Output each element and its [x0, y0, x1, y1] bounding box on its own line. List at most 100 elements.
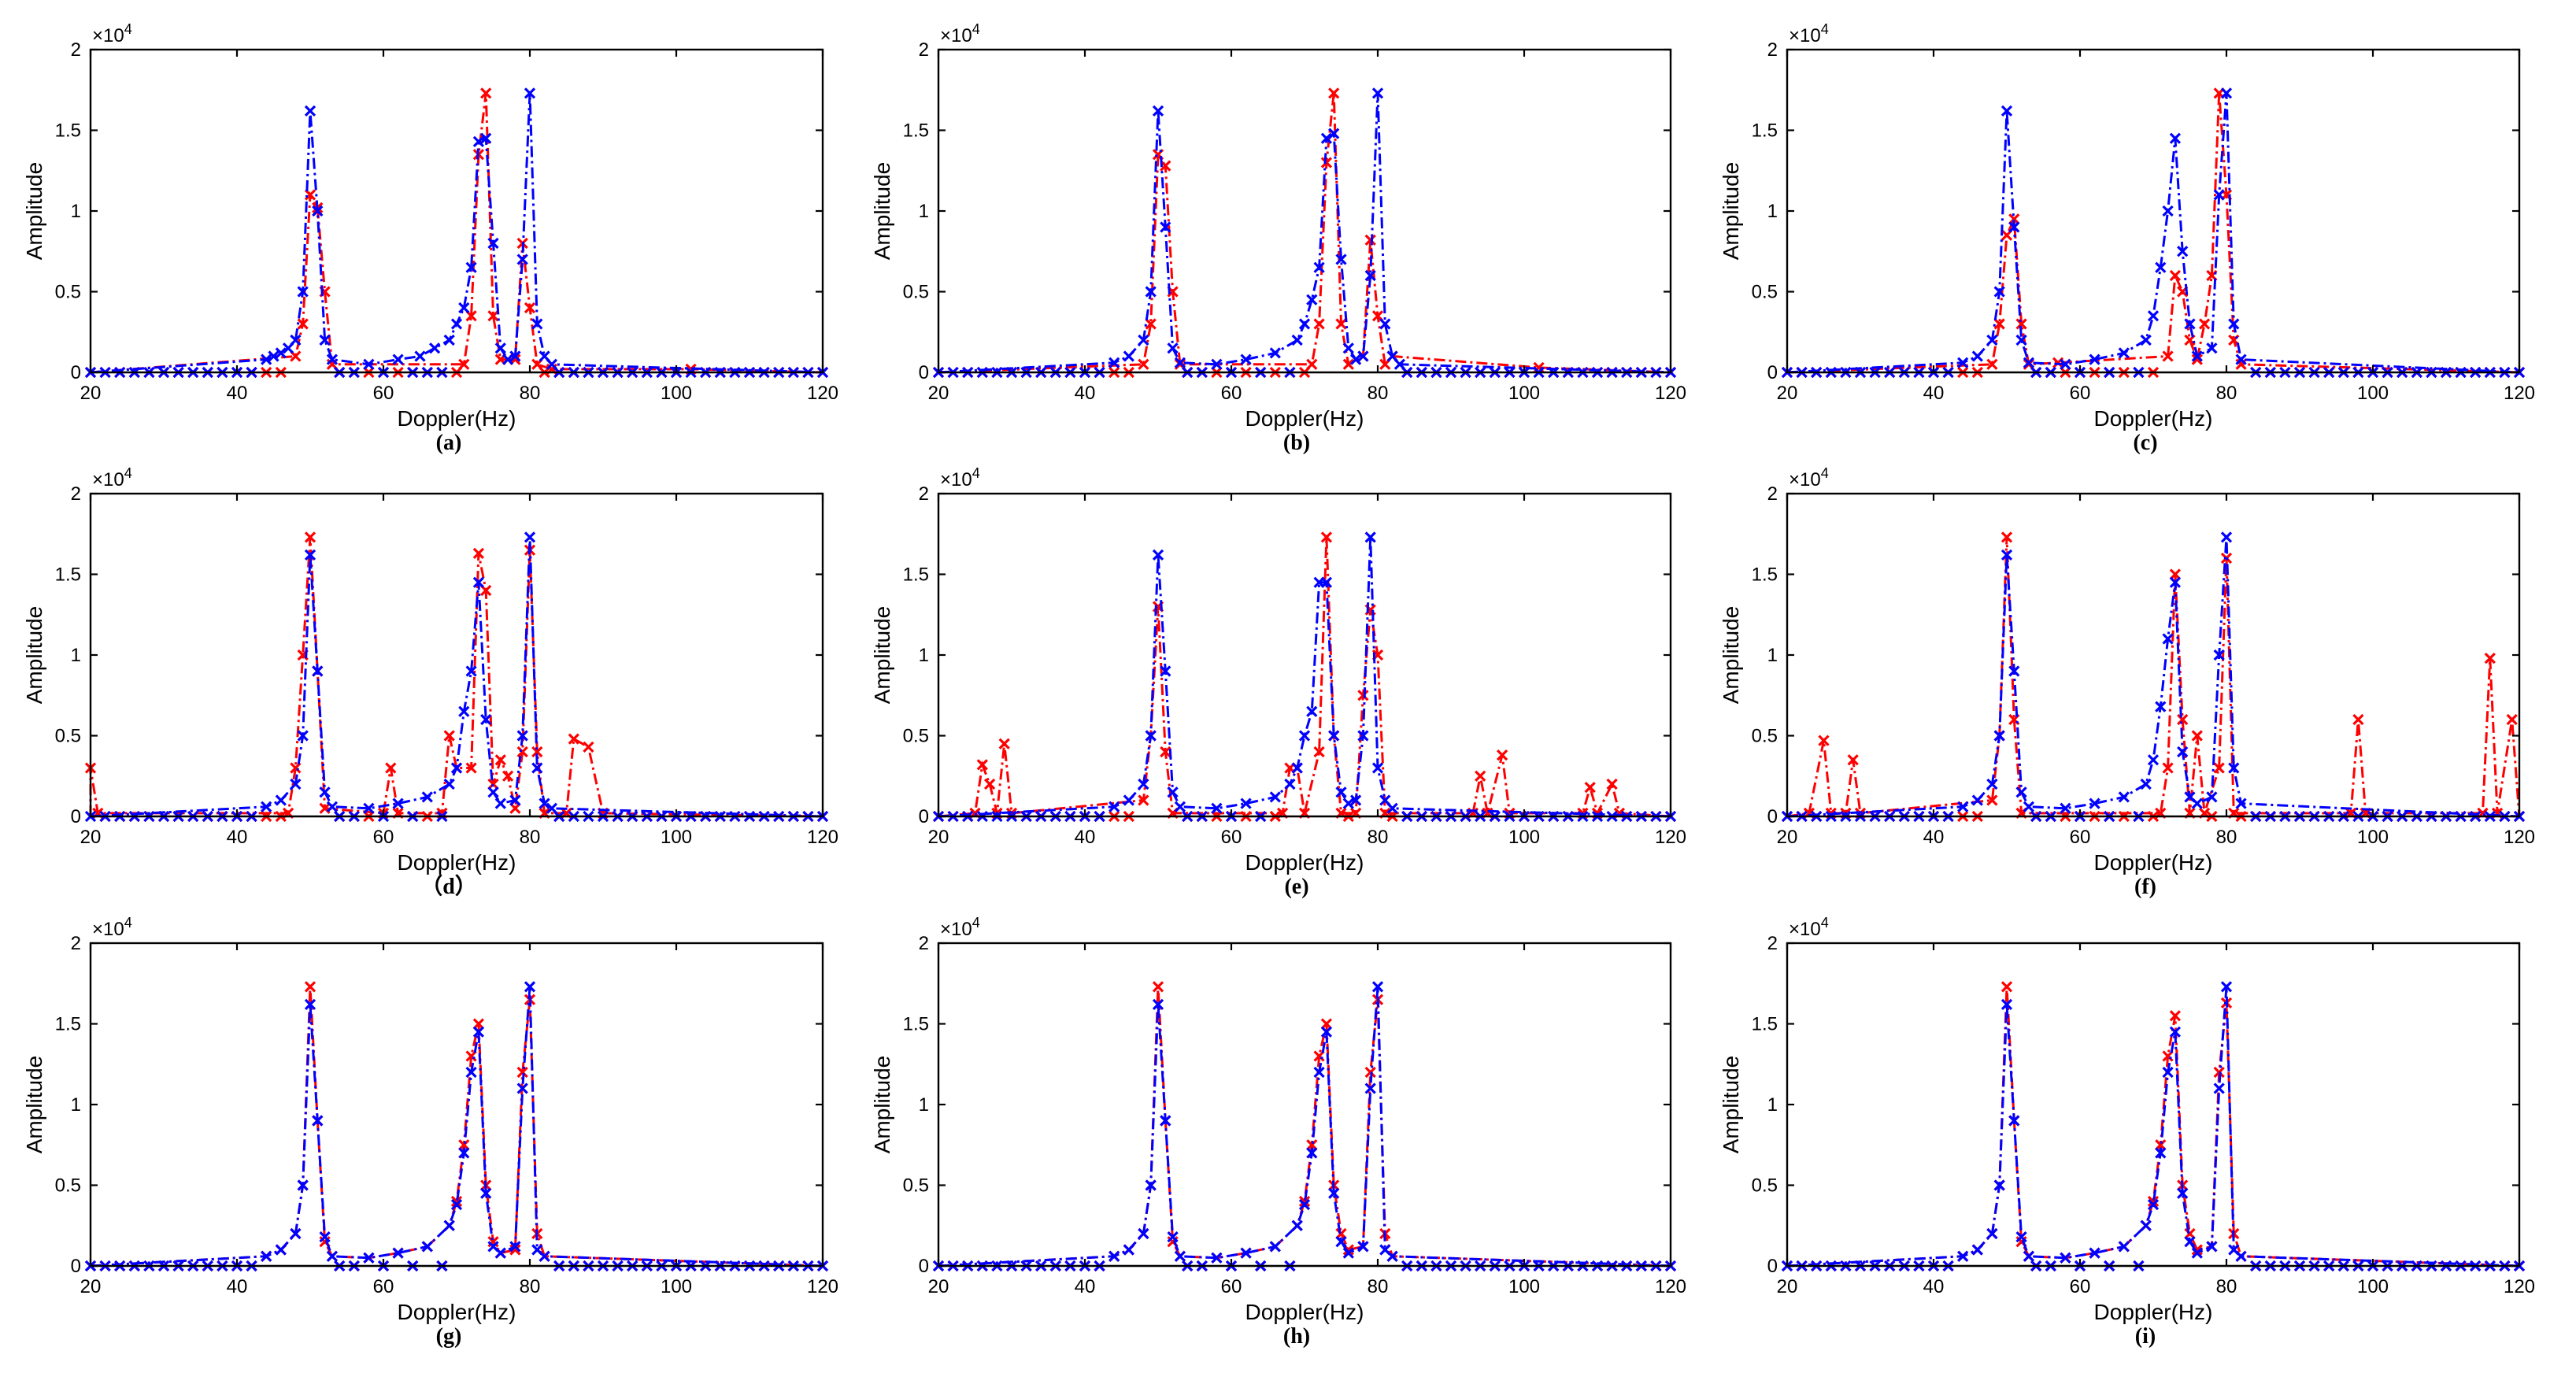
data-marker — [458, 705, 470, 717]
data-marker — [583, 741, 594, 753]
data-marker — [1167, 786, 1179, 798]
x-tick-label: 100 — [2357, 827, 2389, 848]
data-marker — [443, 1219, 455, 1231]
data-marker — [1393, 358, 1406, 370]
series-line — [89, 537, 824, 818]
data-marker — [1138, 358, 1149, 370]
data-marker — [297, 286, 309, 298]
data-marker — [2155, 1147, 2167, 1159]
data-marker — [319, 1231, 331, 1243]
data-marker — [2213, 762, 2225, 774]
data-marker — [472, 547, 485, 559]
data-marker — [2162, 762, 2174, 774]
data-marker — [2118, 791, 2130, 803]
series-line — [938, 986, 1671, 1268]
data-marker — [2169, 1010, 2182, 1022]
data-marker — [1160, 221, 1171, 233]
data-marker — [2008, 1115, 2020, 1127]
data-marker — [458, 1147, 470, 1159]
y-tick-label: 1 — [1767, 645, 1778, 666]
data-marker — [1371, 87, 1384, 99]
data-marker — [1167, 1231, 1179, 1243]
data-marker — [261, 801, 272, 812]
data-marker — [1818, 735, 1830, 746]
data-marker — [2118, 347, 2130, 359]
axes-frame — [1786, 48, 2521, 374]
data-marker — [502, 770, 514, 782]
x-tick-label: 120 — [2504, 1276, 2535, 1297]
data-marker — [1606, 778, 1618, 790]
x-tick-label: 20 — [80, 1276, 102, 1297]
x-tick-label: 100 — [2357, 383, 2389, 404]
data-marker — [2169, 576, 2182, 588]
y-exponent-label: ×104 — [1789, 21, 1829, 46]
x-tick-label: 40 — [1923, 827, 1945, 848]
data-marker — [472, 576, 485, 588]
x-tick-label: 120 — [2504, 827, 2535, 848]
data-marker — [2008, 221, 2020, 233]
data-marker — [1986, 794, 1998, 806]
y-tick-label: 2 — [919, 483, 929, 505]
data-marker — [1364, 531, 1376, 543]
chart-panel: 20 40 60 80 100 120 0 0.5 1 1.5 2 ×104 Doppler(Hz) Am… — [1719, 915, 2535, 1349]
series-line — [1786, 537, 2521, 818]
data-marker — [1986, 778, 1998, 790]
data-marker — [2484, 652, 2496, 664]
data-marker — [2228, 1244, 2240, 1256]
y-tick-label: 0 — [919, 1256, 929, 1277]
data-marker — [414, 350, 426, 362]
data-marker — [443, 778, 455, 790]
data-marker — [282, 342, 294, 354]
y-tick-label: 0.5 — [903, 1175, 929, 1197]
y-tick-label: 1 — [71, 201, 81, 222]
data-marker — [1357, 730, 1369, 742]
data-marker — [2089, 353, 2100, 365]
data-marker — [392, 353, 404, 365]
data-marker — [1123, 350, 1134, 362]
data-marker — [480, 713, 492, 726]
data-marker — [1138, 1227, 1149, 1240]
y-axis-label: Amplitude — [1719, 162, 1743, 261]
data-marker — [494, 798, 506, 809]
data-marker — [1160, 665, 1171, 677]
data-marker — [487, 786, 499, 798]
data-marker — [472, 135, 485, 147]
data-marker — [509, 794, 521, 806]
data-marker — [363, 1252, 375, 1264]
y-tick-label: 1 — [919, 1094, 929, 1116]
data-marker — [1379, 794, 1391, 806]
data-marker — [458, 302, 470, 314]
data-marker — [1349, 353, 1362, 365]
data-marker — [2220, 531, 2233, 543]
data-marker — [1108, 1250, 1120, 1262]
data-marker — [312, 205, 324, 217]
x-axis-label: Doppler(Hz) — [398, 850, 516, 875]
data-marker — [1335, 318, 1347, 330]
y-axis-label: Amplitude — [870, 1056, 894, 1154]
data-marker — [1291, 1219, 1303, 1231]
y-tick-label: 1.5 — [1752, 1014, 1778, 1035]
data-marker — [1138, 778, 1149, 790]
data-marker — [1167, 342, 1179, 354]
data-marker — [524, 531, 536, 543]
data-marker — [326, 353, 339, 365]
data-marker — [2506, 713, 2518, 726]
x-tick-label: 100 — [1508, 1276, 1540, 1297]
data-marker — [2000, 998, 2013, 1011]
y-exponent-label: ×104 — [940, 465, 980, 490]
data-marker — [1306, 1147, 1318, 1159]
data-marker — [2060, 802, 2071, 814]
data-marker — [1993, 1179, 2005, 1191]
data-marker — [1269, 347, 1281, 359]
x-tick-label: 120 — [807, 383, 838, 404]
y-tick-label: 0 — [71, 806, 81, 827]
data-marker — [1160, 746, 1171, 758]
panel-caption: (a) — [436, 431, 462, 455]
data-marker — [2147, 754, 2160, 766]
x-tick-label: 100 — [661, 1276, 692, 1297]
data-marker — [2213, 649, 2225, 661]
data-marker — [2177, 246, 2189, 257]
y-tick-label: 0 — [919, 362, 929, 383]
data-marker — [1986, 358, 1998, 370]
